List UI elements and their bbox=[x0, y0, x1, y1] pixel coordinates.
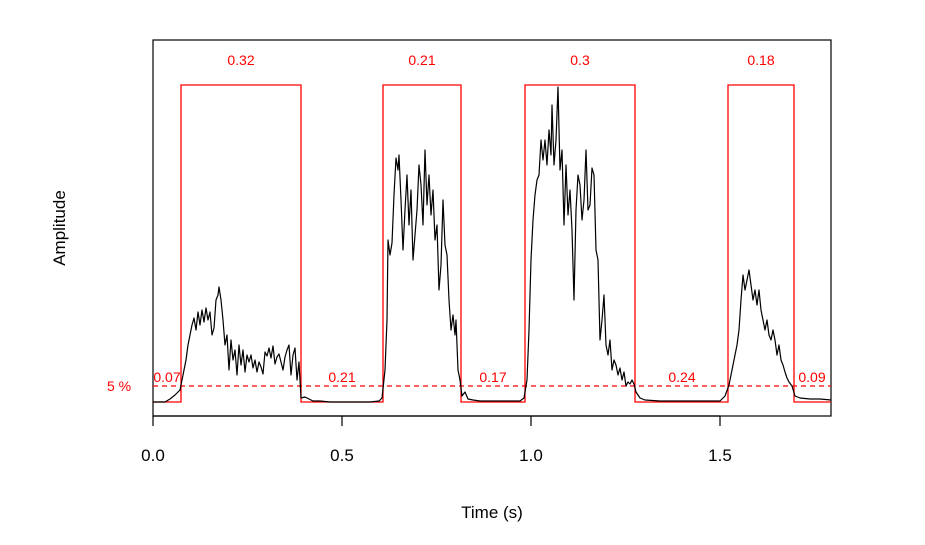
segment-duration-label: 0.32 bbox=[227, 52, 255, 68]
x-tick-label: 1.0 bbox=[519, 446, 543, 465]
amplitude-envelope-line bbox=[153, 86, 832, 403]
y-axis-title: Amplitude bbox=[50, 190, 69, 266]
x-axis-title: Time (s) bbox=[461, 503, 523, 522]
gap-duration-label: 0.09 bbox=[798, 369, 826, 385]
x-tick-label: 1.5 bbox=[708, 446, 732, 465]
segment-duration-label: 0.18 bbox=[747, 52, 775, 68]
x-tick-label: 0.5 bbox=[330, 446, 354, 465]
segment-detection-line bbox=[153, 84, 831, 403]
x-tick-label: 0.0 bbox=[141, 446, 165, 465]
segment-duration-label: 0.21 bbox=[408, 52, 436, 68]
threshold-label: 5 % bbox=[107, 378, 132, 394]
segment-duration-label: 0.3 bbox=[570, 52, 590, 68]
x-axis bbox=[152, 415, 721, 426]
gap-duration-label: 0.24 bbox=[668, 369, 696, 385]
gap-duration-label: 0.07 bbox=[153, 369, 181, 385]
gap-duration-label: 0.21 bbox=[328, 369, 356, 385]
gap-duration-label: 0.17 bbox=[479, 369, 507, 385]
